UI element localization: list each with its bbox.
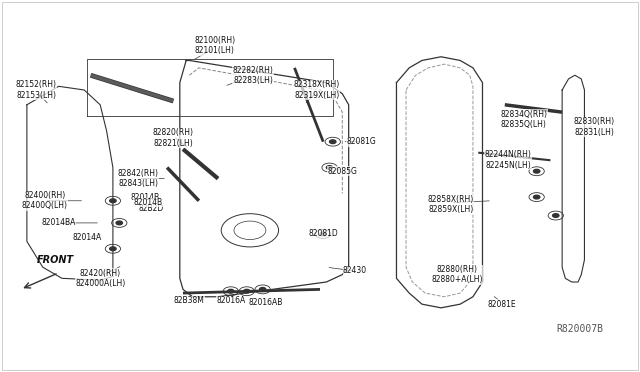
Circle shape [116, 221, 122, 225]
Text: 82430: 82430 [343, 266, 367, 275]
Circle shape [534, 195, 540, 199]
Circle shape [326, 166, 333, 169]
Circle shape [109, 199, 116, 203]
Text: 82420(RH)
824000A(LH): 82420(RH) 824000A(LH) [75, 269, 125, 288]
Text: 82085G: 82085G [328, 167, 357, 176]
Text: 82B38M: 82B38M [174, 296, 205, 305]
Text: R820007B: R820007B [557, 324, 604, 334]
Circle shape [228, 289, 234, 293]
Text: 82820(RH)
82821(LH): 82820(RH) 82821(LH) [153, 128, 194, 148]
Text: FRONT: FRONT [37, 256, 74, 265]
Text: 82016A: 82016A [216, 296, 245, 305]
Text: 82081E: 82081E [487, 300, 516, 309]
Circle shape [259, 288, 266, 291]
Text: 82152(RH)
82153(LH): 82152(RH) 82153(LH) [16, 80, 57, 100]
Text: 82081D: 82081D [308, 230, 338, 238]
Circle shape [320, 232, 326, 236]
Text: 82244N(RH)
82245N(LH): 82244N(RH) 82245N(LH) [484, 150, 531, 170]
Circle shape [552, 214, 559, 217]
Text: 82014A: 82014A [73, 233, 102, 242]
Text: 82830(RH)
82831(LH): 82830(RH) 82831(LH) [573, 117, 614, 137]
Circle shape [109, 247, 116, 251]
Circle shape [330, 140, 336, 144]
Circle shape [534, 169, 540, 173]
Text: 82858X(RH)
82859X(LH): 82858X(RH) 82859X(LH) [428, 195, 474, 214]
Text: 82318X(RH)
82319X(LH): 82318X(RH) 82319X(LH) [294, 80, 340, 100]
Text: 82014BA: 82014BA [42, 218, 76, 227]
Text: 82834Q(RH)
82835Q(LH): 82834Q(RH) 82835Q(LH) [500, 110, 547, 129]
Text: 82400(RH)
82400Q(LH): 82400(RH) 82400Q(LH) [22, 191, 68, 211]
Text: 82100(RH)
82101(LH): 82100(RH) 82101(LH) [195, 36, 236, 55]
Text: 82880(RH)
82880+A(LH): 82880(RH) 82880+A(LH) [431, 265, 483, 284]
Text: 82842(RH)
82843(LH): 82842(RH) 82843(LH) [118, 169, 159, 188]
Text: 82282(RH)
82283(LH): 82282(RH) 82283(LH) [233, 65, 273, 85]
Text: 82014B: 82014B [130, 193, 159, 202]
Text: 82016AB: 82016AB [249, 298, 283, 307]
Text: 82B2D: 82B2D [138, 203, 164, 213]
Text: 82081G: 82081G [346, 137, 376, 146]
Circle shape [244, 289, 250, 293]
Text: 82014B: 82014B [133, 198, 163, 207]
